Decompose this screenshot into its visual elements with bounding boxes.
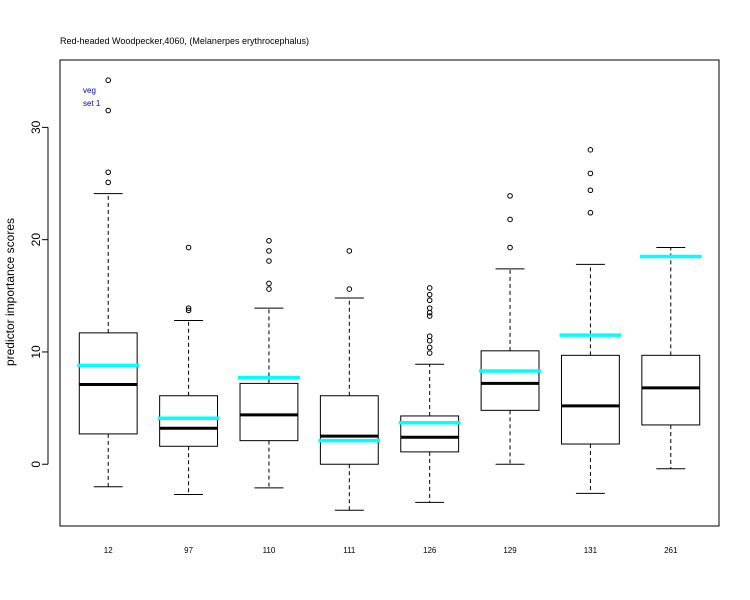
outlier-point bbox=[426, 291, 433, 298]
iqr-box bbox=[560, 354, 620, 445]
y-axis-label: predictor importance scores bbox=[3, 218, 17, 366]
outlier-point bbox=[266, 248, 272, 254]
outlier-point bbox=[266, 258, 272, 264]
y-tick-label: 10 bbox=[29, 345, 43, 359]
outlier-point bbox=[266, 237, 272, 244]
box-131 bbox=[559, 147, 622, 494]
outlier-point bbox=[185, 307, 192, 314]
box-12 bbox=[77, 77, 140, 488]
outlier-point bbox=[507, 193, 513, 199]
x-tick-label: 131 bbox=[584, 546, 598, 555]
outlier-point bbox=[587, 147, 594, 153]
outlier-point bbox=[105, 107, 112, 114]
y-axis: 0 10 20 30 bbox=[29, 120, 49, 468]
legend-label-set: set 1 bbox=[83, 99, 101, 108]
outlier-point bbox=[426, 337, 433, 344]
iqr-box bbox=[159, 395, 219, 447]
outlier-point bbox=[587, 170, 594, 177]
boxes-group bbox=[77, 77, 702, 511]
outlier-point bbox=[185, 244, 192, 251]
box-111 bbox=[318, 248, 381, 511]
box-129 bbox=[479, 193, 541, 465]
outlier-point bbox=[185, 305, 192, 311]
plot-frame bbox=[59, 59, 720, 527]
outlier-point bbox=[105, 179, 112, 186]
outlier-point bbox=[105, 77, 112, 84]
outlier-point bbox=[426, 344, 433, 351]
legend-label-veg: veg bbox=[83, 86, 96, 95]
outlier-point bbox=[105, 169, 112, 176]
x-axis: 12 97 110 111 126 129 131 261 bbox=[104, 546, 678, 555]
x-tick-label: 97 bbox=[184, 546, 193, 555]
outlier-point bbox=[426, 313, 433, 319]
outlier-point bbox=[426, 305, 433, 311]
outlier-point bbox=[507, 216, 513, 223]
outlier-point bbox=[587, 209, 594, 216]
outlier-point bbox=[426, 285, 433, 291]
outlier-point bbox=[426, 350, 433, 356]
outlier-point bbox=[426, 297, 433, 304]
x-tick-label: 261 bbox=[664, 546, 678, 555]
y-tick-label: 30 bbox=[29, 120, 43, 134]
outlier-point bbox=[266, 286, 272, 292]
outlier-point bbox=[507, 244, 513, 251]
outlier-point bbox=[346, 248, 353, 254]
x-tick-label: 129 bbox=[503, 546, 517, 555]
outlier-point bbox=[426, 309, 433, 316]
box-97 bbox=[157, 244, 220, 496]
x-tick-label: 126 bbox=[423, 546, 437, 555]
outlier-point bbox=[266, 280, 272, 287]
iqr-box bbox=[480, 350, 540, 411]
chart-title: Red-headed Woodpecker,4060, (Melanerpes … bbox=[60, 36, 309, 46]
x-tick-label: 110 bbox=[263, 546, 276, 555]
box-110 bbox=[238, 237, 300, 489]
outlier-point bbox=[346, 286, 353, 292]
y-tick-label: 0 bbox=[29, 461, 43, 468]
outlier-point bbox=[587, 187, 594, 194]
x-tick-label: 111 bbox=[343, 546, 356, 555]
box-261 bbox=[639, 247, 702, 470]
x-tick-label: 12 bbox=[104, 546, 113, 555]
iqr-box bbox=[641, 354, 701, 426]
outlier-point bbox=[426, 333, 433, 340]
y-tick-label: 20 bbox=[29, 233, 43, 247]
iqr-box bbox=[319, 395, 379, 465]
box-126 bbox=[398, 285, 461, 503]
iqr-box bbox=[239, 382, 299, 442]
